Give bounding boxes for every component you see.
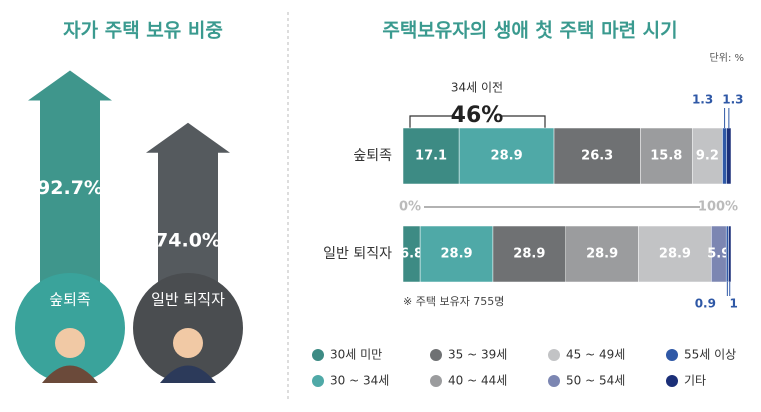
legend-swatch xyxy=(312,375,324,387)
face xyxy=(173,328,203,358)
segment-label: 26.3 xyxy=(581,149,613,164)
legend-swatch xyxy=(666,375,678,387)
segment-label: 1.3 xyxy=(722,93,743,107)
legend-swatch xyxy=(548,375,560,387)
segment-label: 17.1 xyxy=(415,149,447,164)
legend-label: 30세 미만 xyxy=(330,348,382,362)
legend-swatch xyxy=(430,375,442,387)
x-tick-label: 0% xyxy=(399,200,421,215)
segment-label: 6.8 xyxy=(400,247,423,262)
segment-label: 1 xyxy=(730,297,738,311)
legend-label: 30 ~ 34세 xyxy=(330,374,389,388)
legend-swatch xyxy=(312,349,324,361)
x-tick-label: 100% xyxy=(698,200,738,215)
arrow-value: 74.0% xyxy=(155,229,221,251)
annotation-text: 34세 이전 xyxy=(451,81,503,95)
note: ※ 주택 보유자 755명 xyxy=(403,295,504,308)
row-label: 일반 퇴직자 xyxy=(323,246,392,262)
bar-segment xyxy=(726,127,732,185)
body xyxy=(42,365,98,383)
bar-segment xyxy=(722,127,727,185)
legend-label: 55세 이상 xyxy=(684,348,736,362)
annotation-value: 46% xyxy=(451,103,504,128)
body xyxy=(160,365,216,383)
segment-label: 15.8 xyxy=(650,149,682,164)
legend-label: 35 ~ 39세 xyxy=(448,348,507,362)
category-label: 일반 퇴직자 xyxy=(151,291,225,309)
segment-label: 1.3 xyxy=(692,93,713,107)
bar-segment xyxy=(458,127,555,185)
segment-label: 28.9 xyxy=(440,247,472,262)
legend-label: 50 ~ 54세 xyxy=(566,374,625,388)
bar-segment xyxy=(402,127,460,185)
face xyxy=(55,328,85,358)
left-title: 자가 주택 보유 비중 xyxy=(63,20,223,42)
segment-label: 5.9 xyxy=(707,247,730,262)
bar-segment xyxy=(640,127,693,185)
segment-label: 28.9 xyxy=(513,247,545,262)
legend-swatch xyxy=(548,349,560,361)
category-label: 숲퇴족 xyxy=(49,291,91,309)
bracket xyxy=(409,115,546,130)
bar-segment xyxy=(492,225,566,283)
row-label: 숲퇴족 xyxy=(353,148,392,164)
right-title: 주택보유자의 생애 첫 주택 마련 시기 xyxy=(382,20,677,42)
bar-segment xyxy=(728,225,732,283)
legend-swatch xyxy=(666,349,678,361)
legend-swatch xyxy=(430,349,442,361)
bar-segment xyxy=(565,225,639,283)
arrow xyxy=(28,70,112,330)
segment-label: 0.9 xyxy=(695,297,716,311)
segment-label: 28.9 xyxy=(659,247,691,262)
legend-label: 기타 xyxy=(684,374,706,388)
arrow-value: 92.7% xyxy=(37,177,103,199)
bar-segment xyxy=(419,225,494,283)
segment-label: 28.9 xyxy=(586,247,618,262)
unit: 단위: % xyxy=(710,51,744,64)
bar-segment xyxy=(638,225,712,283)
bar-segment xyxy=(553,127,641,185)
segment-label: 28.9 xyxy=(491,149,523,164)
legend-label: 40 ~ 44세 xyxy=(448,374,507,388)
legend-label: 45 ~ 49세 xyxy=(566,348,625,362)
bar-segment xyxy=(692,127,723,185)
segment-label: 9.2 xyxy=(696,149,719,164)
bar-segment xyxy=(725,225,729,283)
